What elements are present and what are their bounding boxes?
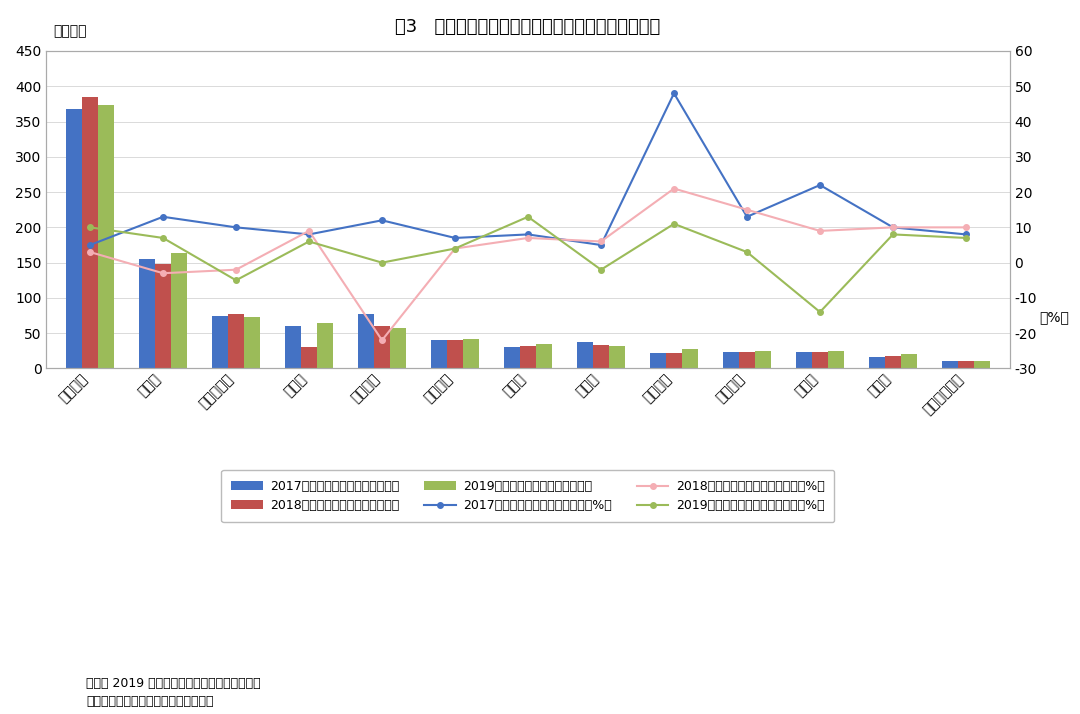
Bar	[681, 349, 698, 368]
Bar	[301, 347, 318, 368]
Bar	[447, 340, 463, 368]
Bar	[212, 316, 228, 368]
Bar	[82, 97, 98, 368]
Bar	[357, 314, 374, 368]
Bar	[974, 361, 990, 368]
Text: 资料来源：联合资信根据公开资料整理: 资料来源：联合资信根据公开资料整理	[86, 695, 214, 708]
Bar	[901, 354, 917, 368]
Bar	[739, 352, 755, 368]
Bar	[536, 343, 552, 368]
Bar	[228, 314, 244, 368]
Bar	[650, 353, 666, 368]
Bar	[318, 323, 333, 368]
Bar	[139, 259, 156, 368]
Bar	[504, 347, 519, 368]
Bar	[374, 326, 390, 368]
Bar	[519, 346, 536, 368]
Bar	[98, 105, 114, 368]
Bar	[755, 351, 771, 368]
Bar	[796, 352, 812, 368]
Bar	[156, 264, 171, 368]
Text: （亿元）: （亿元）	[54, 24, 87, 39]
Text: 注：按 2019 年一般公共预算收入由高到低排序: 注：按 2019 年一般公共预算收入由高到低排序	[86, 677, 261, 690]
Bar	[885, 356, 901, 368]
Bar	[666, 353, 681, 368]
Bar	[431, 341, 447, 368]
Bar	[66, 109, 82, 368]
Legend: 2017年一般公共预算收入（亿元）, 2018年一般公共预算收入（亿元）, 2019年一般公共预算收入（亿元）, 2017年一般公共预算收入增长率（%）, 20: 2017年一般公共预算收入（亿元）, 2018年一般公共预算收入（亿元）, 20…	[221, 470, 835, 522]
Bar	[869, 357, 885, 368]
Bar	[942, 361, 958, 368]
Bar	[593, 345, 609, 368]
Bar	[463, 339, 480, 368]
Bar	[828, 351, 845, 368]
Bar	[285, 326, 301, 368]
Bar	[723, 352, 739, 368]
Bar	[958, 361, 974, 368]
Bar	[390, 328, 406, 368]
Text: （%）: （%）	[1039, 310, 1069, 324]
Bar	[812, 352, 828, 368]
Bar	[609, 346, 625, 368]
Bar	[577, 342, 593, 368]
Bar	[244, 317, 260, 368]
Title: 图3   黑龙江省各地市一般公共预算收入及增长率情况: 图3 黑龙江省各地市一般公共预算收入及增长率情况	[395, 18, 661, 36]
Bar	[171, 253, 187, 368]
